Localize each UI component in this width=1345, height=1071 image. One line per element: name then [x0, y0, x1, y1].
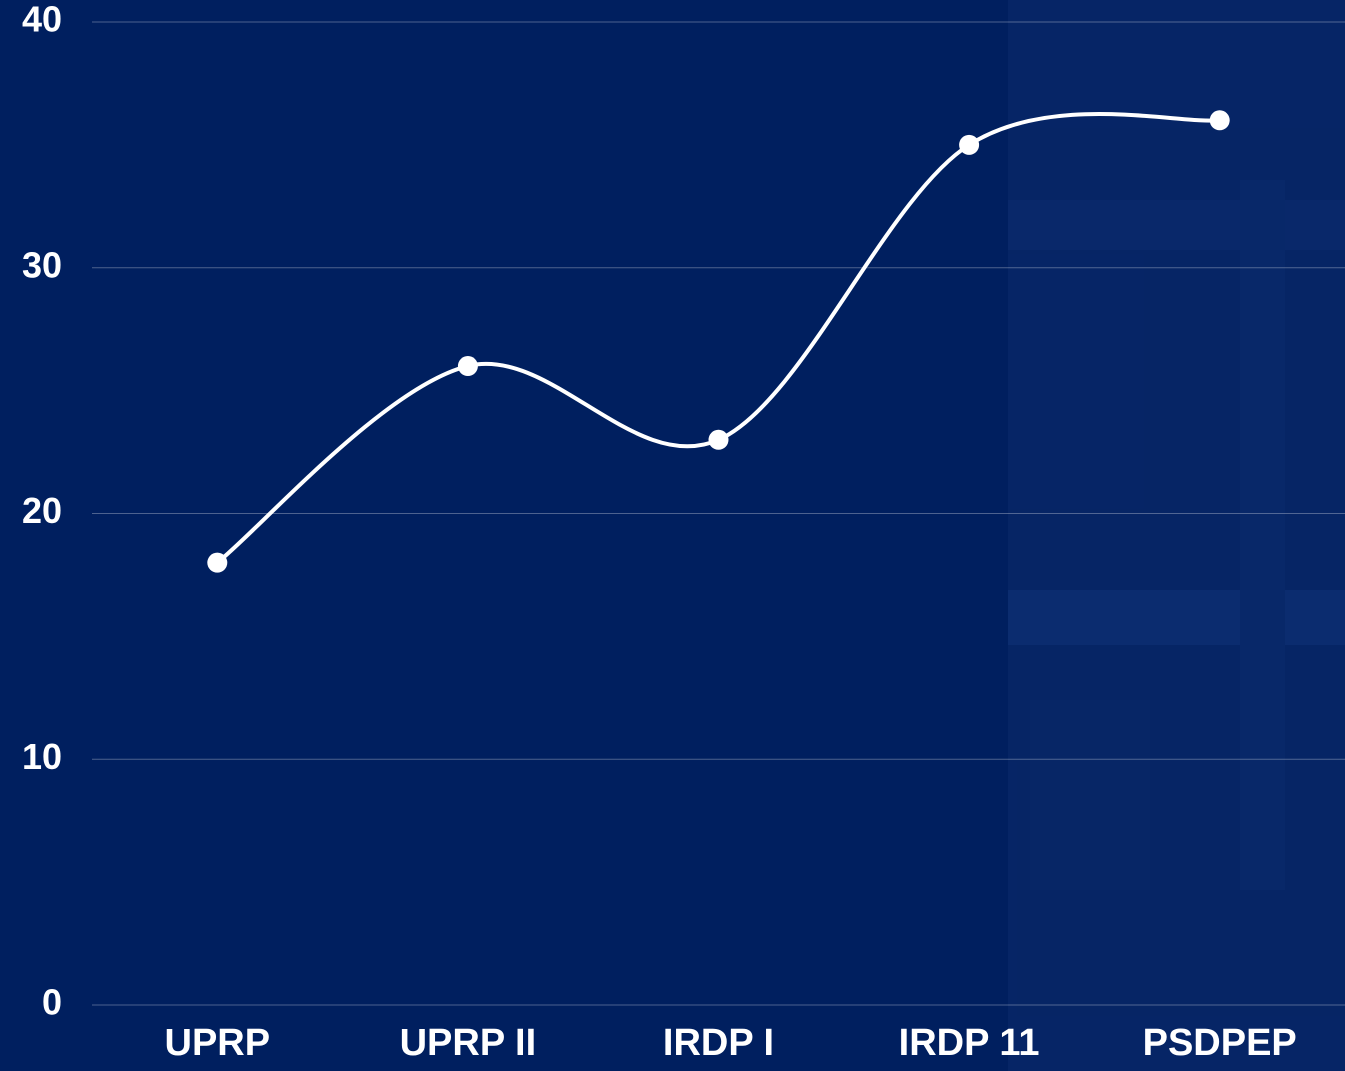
photo-beam — [1008, 200, 1345, 250]
x-tick-label: UPRP II — [400, 1022, 537, 1064]
y-tick-label: 20 — [22, 490, 62, 531]
y-tick-label: 40 — [22, 0, 62, 40]
x-tick-label: IRDP I — [663, 1022, 774, 1064]
x-tick-label: IRDP 11 — [899, 1022, 1040, 1064]
y-tick-label: 10 — [22, 736, 62, 777]
page: {"chart_data": {"type": "line", "categor… — [0, 0, 1345, 1071]
point — [709, 430, 729, 450]
photo-overlay — [1008, 0, 1345, 1071]
point — [959, 135, 979, 155]
y-tick-label: 0 — [42, 982, 62, 1023]
y-tick-label: 30 — [22, 244, 62, 285]
x-tick-label: PSDPEP — [1143, 1022, 1297, 1064]
photo-beam — [1008, 590, 1345, 645]
photo-pillar — [1240, 180, 1285, 890]
x-tick-label: UPRP — [165, 1022, 271, 1064]
background-photo — [1008, 0, 1345, 1071]
chart: 0 10 20 30 40 UPRP UPRP II IRDP I IRDP 11 PSDPEP — [0, 0, 1345, 1071]
point — [207, 553, 227, 573]
photo-sign — [1030, 700, 1150, 890]
point — [458, 356, 478, 376]
point — [1210, 110, 1230, 130]
